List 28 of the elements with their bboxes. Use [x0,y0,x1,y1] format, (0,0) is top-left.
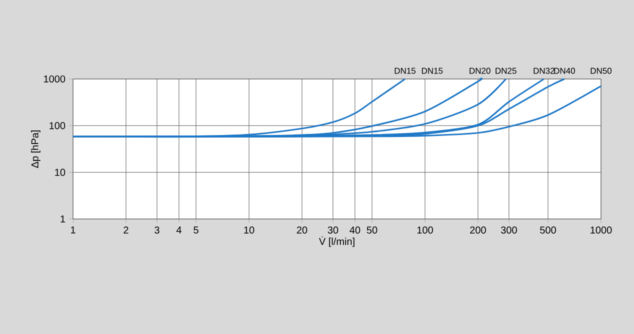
y-tick-label: 1000 [44,75,66,83]
x-tick-label: 1 [71,226,76,234]
x-tick-label: 300 [501,226,517,234]
x-tick-label: 2 [124,226,128,234]
x-tick-label: 500 [540,226,556,234]
series-label: DN32 [534,68,554,74]
x-tick-label: 20 [296,226,308,234]
x-tick-label: 50 [366,226,378,234]
x-tick-label: 30 [328,226,338,234]
x-tick-label: 1000 [590,226,612,234]
series-label: DN20 [470,68,490,74]
series-label: DN40 [554,68,575,74]
x-tick-label: 10 [244,226,254,234]
y-tick-label: 10 [55,168,66,176]
series-label: DN25 [496,68,516,74]
y-tick-label: 1 [60,216,66,222]
y-axis-title: Δp [hPa] [31,130,40,168]
x-axis-title: V̇ [l/min] [318,236,354,247]
x-tick-label: 3 [154,226,160,234]
text: DN15 [422,68,443,74]
x-tick-label: 100 [417,226,433,234]
x-tick-label: 200 [470,226,486,234]
x-tick-label: 5 [194,226,198,234]
x-tick-label: 40 [350,226,360,234]
y-tick-label: 100 [50,122,66,130]
series-label: DN50 [590,68,612,74]
x-tick-label: 4 [176,226,182,234]
series-label: DN15 [394,68,416,74]
